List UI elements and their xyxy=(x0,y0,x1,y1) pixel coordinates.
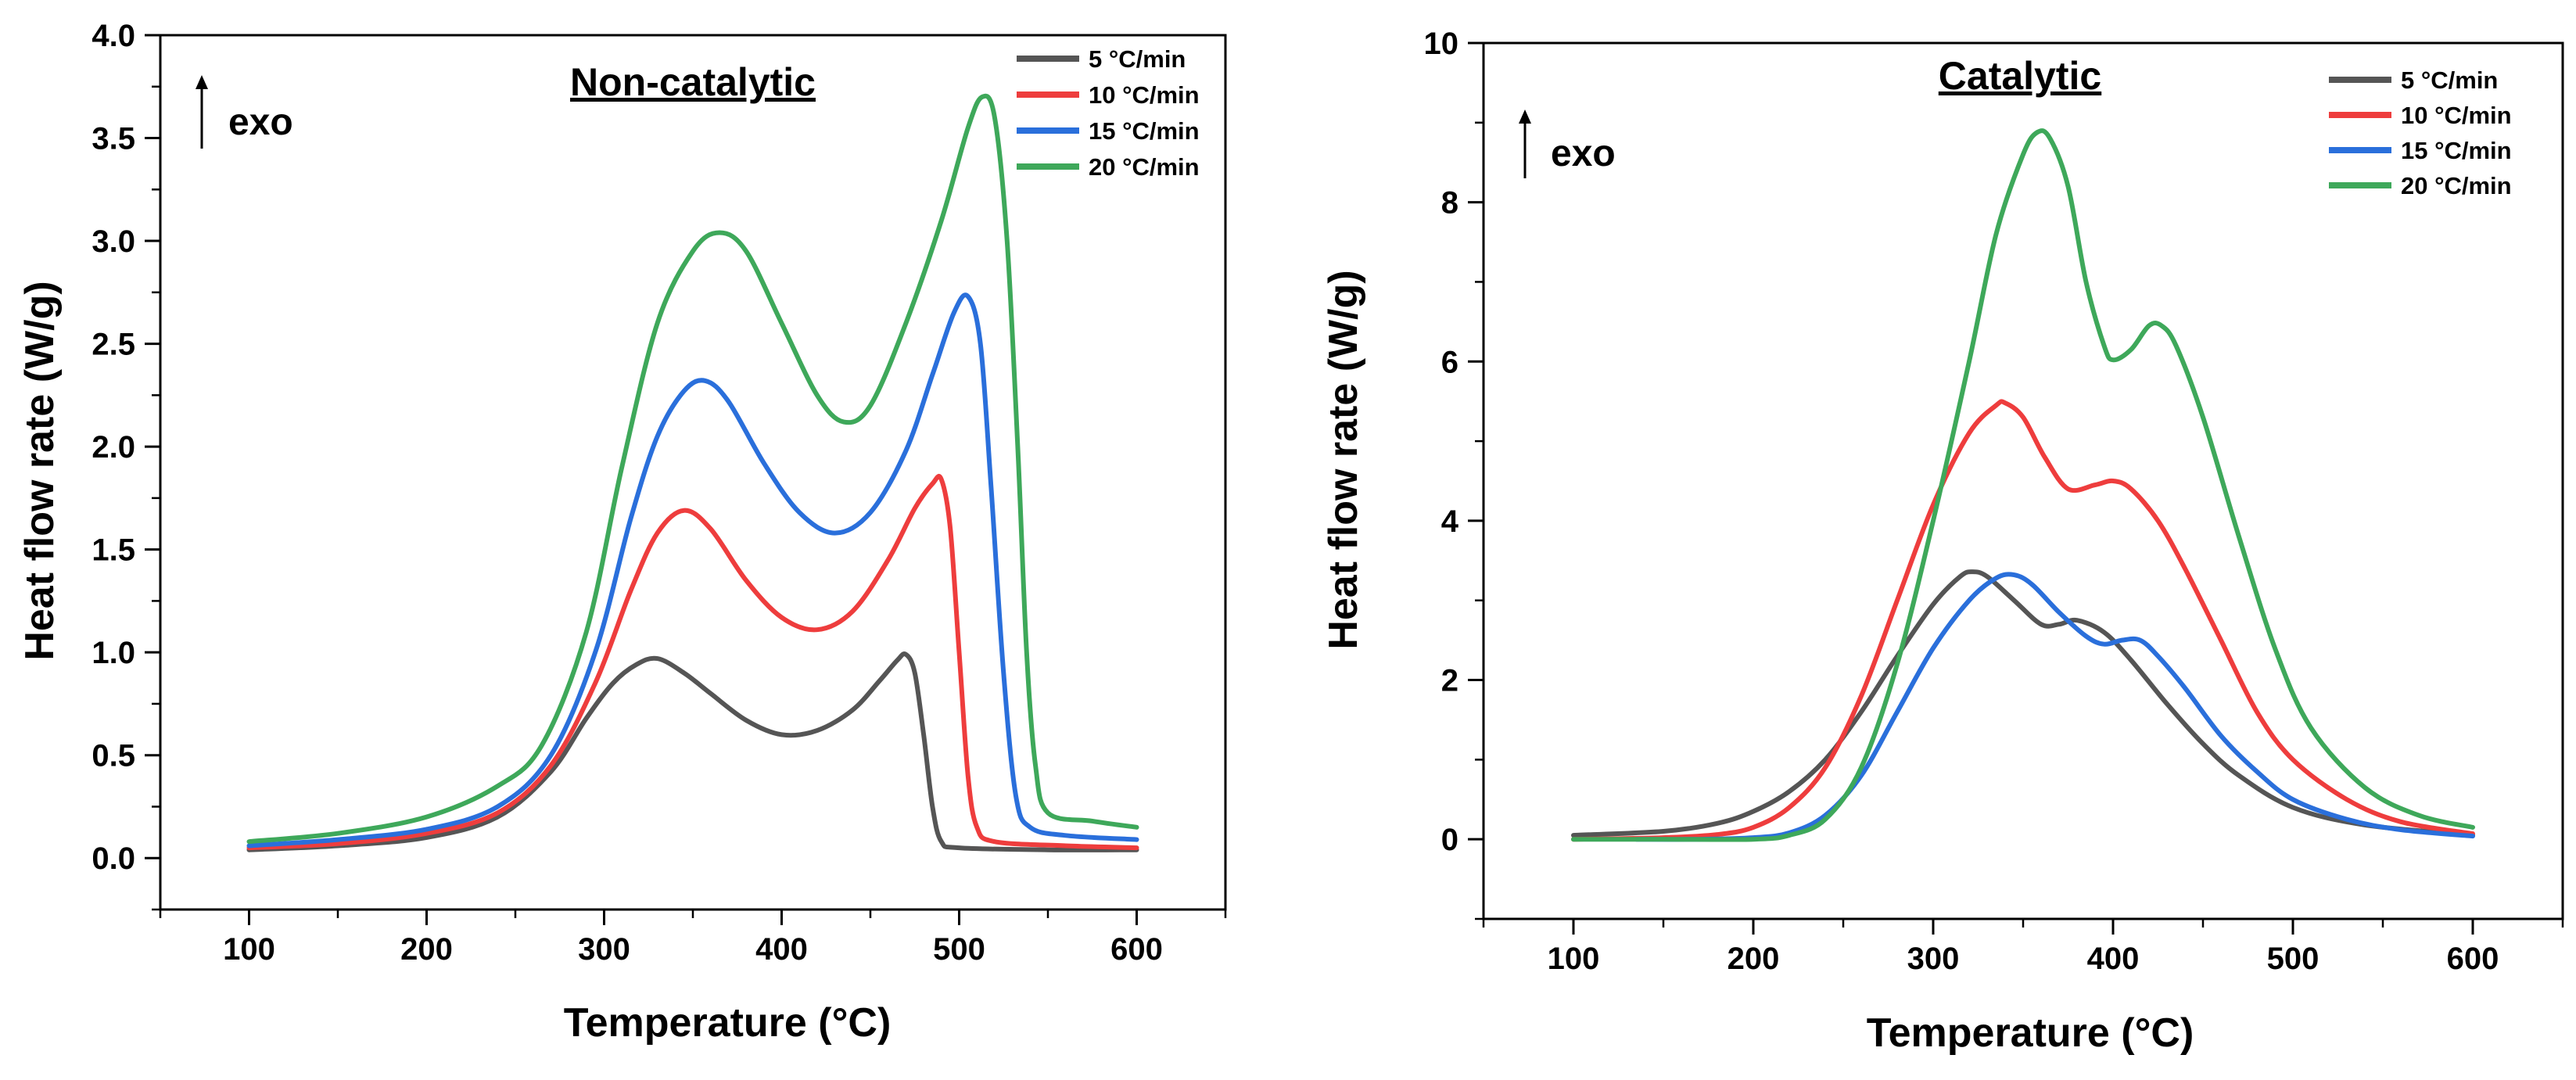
legend: 5 °C/min 10 °C/min 15 °C/min 20 °C/min xyxy=(1017,45,1200,181)
legend-label: 20 °C/min xyxy=(1089,153,1200,181)
y-tick-label: 0 xyxy=(1441,823,1458,857)
tick-marks xyxy=(1468,41,2564,935)
x-tick-label: 200 xyxy=(1727,942,1780,976)
y-tick-label: 2 xyxy=(1441,664,1458,698)
y-tick-label: 6 xyxy=(1441,345,1458,379)
x-tick-label: 600 xyxy=(1110,932,1163,967)
y-tick-label: 0.5 xyxy=(91,739,135,773)
exo-label: exo xyxy=(228,102,293,143)
x-tick-labels: 100 200 300 400 500 600 xyxy=(223,932,1163,967)
legend: 5 °C/min 10 °C/min 15 °C/min 20 °C/min xyxy=(2329,66,2512,199)
series-line-3 xyxy=(246,292,1139,849)
legend-label: 20 °C/min xyxy=(2401,172,2512,199)
y-tick-label: 10 xyxy=(1424,27,1459,61)
series-lines xyxy=(246,93,1139,852)
legend-label: 5 °C/min xyxy=(1089,45,1186,73)
legend-label: 10 °C/min xyxy=(2401,102,2512,129)
y-tick-label: 2.5 xyxy=(91,328,135,362)
series-line-2 xyxy=(1571,399,2475,842)
panel-title: Catalytic xyxy=(1939,54,2101,98)
exo-arrowhead-icon xyxy=(196,75,208,89)
y-tick-label: 4.0 xyxy=(91,19,135,53)
y-axis-title: Heat flow rate (W/g) xyxy=(1321,270,1366,649)
legend-label: 15 °C/min xyxy=(2401,137,2512,164)
series-line-4 xyxy=(1571,128,2475,842)
y-tick-labels: 0.0 0.5 1.0 1.5 2.0 2.5 3.0 3.5 4.0 xyxy=(91,19,135,876)
chart-catalytic: 100 200 300 400 500 600 0 2 4 6 8 10 Catalytic Tem… xyxy=(1321,27,2564,1056)
exo-annotation: exo xyxy=(1519,109,1616,178)
x-tick-label: 300 xyxy=(1907,942,1960,976)
y-tick-labels: 0 2 4 6 8 10 xyxy=(1424,27,1459,857)
series-line-1 xyxy=(1571,569,2475,838)
x-tick-label: 400 xyxy=(755,932,808,967)
y-tick-label: 8 xyxy=(1441,186,1458,221)
panel-title: Non-catalytic xyxy=(570,60,816,104)
y-tick-label: 1.0 xyxy=(91,636,135,670)
series-line-3 xyxy=(1634,572,2475,842)
chart-non-catalytic: 100 200 300 400 500 600 0.0 0.5 1.0 1.5 2.0 2.5 3.0… xyxy=(17,19,1227,1046)
tick-marks xyxy=(145,34,1227,925)
x-tick-label: 500 xyxy=(2267,942,2319,976)
x-tick-label: 200 xyxy=(400,932,453,967)
series-line-1 xyxy=(246,651,1139,852)
x-tick-label: 300 xyxy=(578,932,630,967)
x-tick-label: 500 xyxy=(933,932,985,967)
series-lines xyxy=(1571,128,2475,842)
y-tick-label: 3.0 xyxy=(91,224,135,259)
y-tick-label: 4 xyxy=(1441,504,1459,539)
x-tick-labels: 100 200 300 400 500 600 xyxy=(1548,942,2499,976)
exo-annotation: exo xyxy=(196,75,293,149)
legend-label: 5 °C/min xyxy=(2401,66,2498,94)
x-axis-title: Temperature (°C) xyxy=(564,1000,892,1046)
y-tick-label: 1.5 xyxy=(91,533,135,568)
series-line-2 xyxy=(246,474,1139,851)
y-tick-label: 3.5 xyxy=(91,122,135,156)
x-tick-label: 100 xyxy=(223,932,275,967)
x-tick-label: 100 xyxy=(1548,942,1600,976)
y-tick-label: 0.0 xyxy=(91,841,135,876)
series-line-4 xyxy=(246,93,1139,845)
legend-label: 15 °C/min xyxy=(1089,117,1200,145)
y-axis-title: Heat flow rate (W/g) xyxy=(17,281,63,660)
legend-label: 10 °C/min xyxy=(1089,81,1200,109)
x-tick-label: 600 xyxy=(2447,942,2499,976)
x-axis-title: Temperature (°C) xyxy=(1867,1010,2194,1056)
exo-arrowhead-icon xyxy=(1519,109,1531,124)
x-tick-label: 400 xyxy=(2087,942,2140,976)
y-tick-label: 2.0 xyxy=(91,430,135,465)
exo-label: exo xyxy=(1551,133,1616,174)
